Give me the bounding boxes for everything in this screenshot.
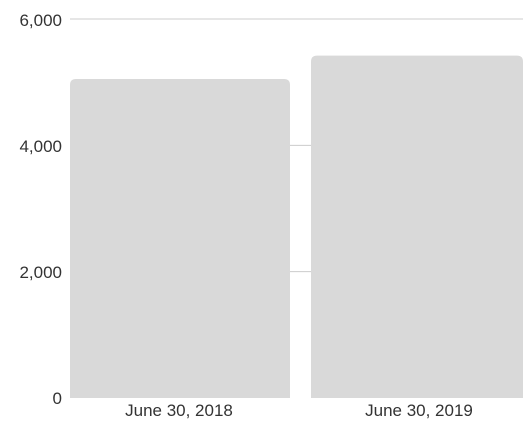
y-axis: 0 2,000 4,000 6,000: [19, 11, 62, 408]
x-tick-label-2019: June 30, 2019: [365, 401, 473, 420]
x-axis: June 30, 2018 June 30, 2019: [125, 401, 473, 420]
x-tick-label-2018: June 30, 2018: [125, 401, 233, 420]
y-tick-label-0: 0: [53, 389, 62, 408]
bar-2018: [70, 79, 290, 398]
bar-2019: [311, 55, 523, 399]
y-tick-label-4000: 4,000: [19, 137, 62, 156]
bars: [70, 55, 523, 399]
y-tick-label-6000: 6,000: [19, 11, 62, 30]
y-tick-label-2000: 2,000: [19, 263, 62, 282]
